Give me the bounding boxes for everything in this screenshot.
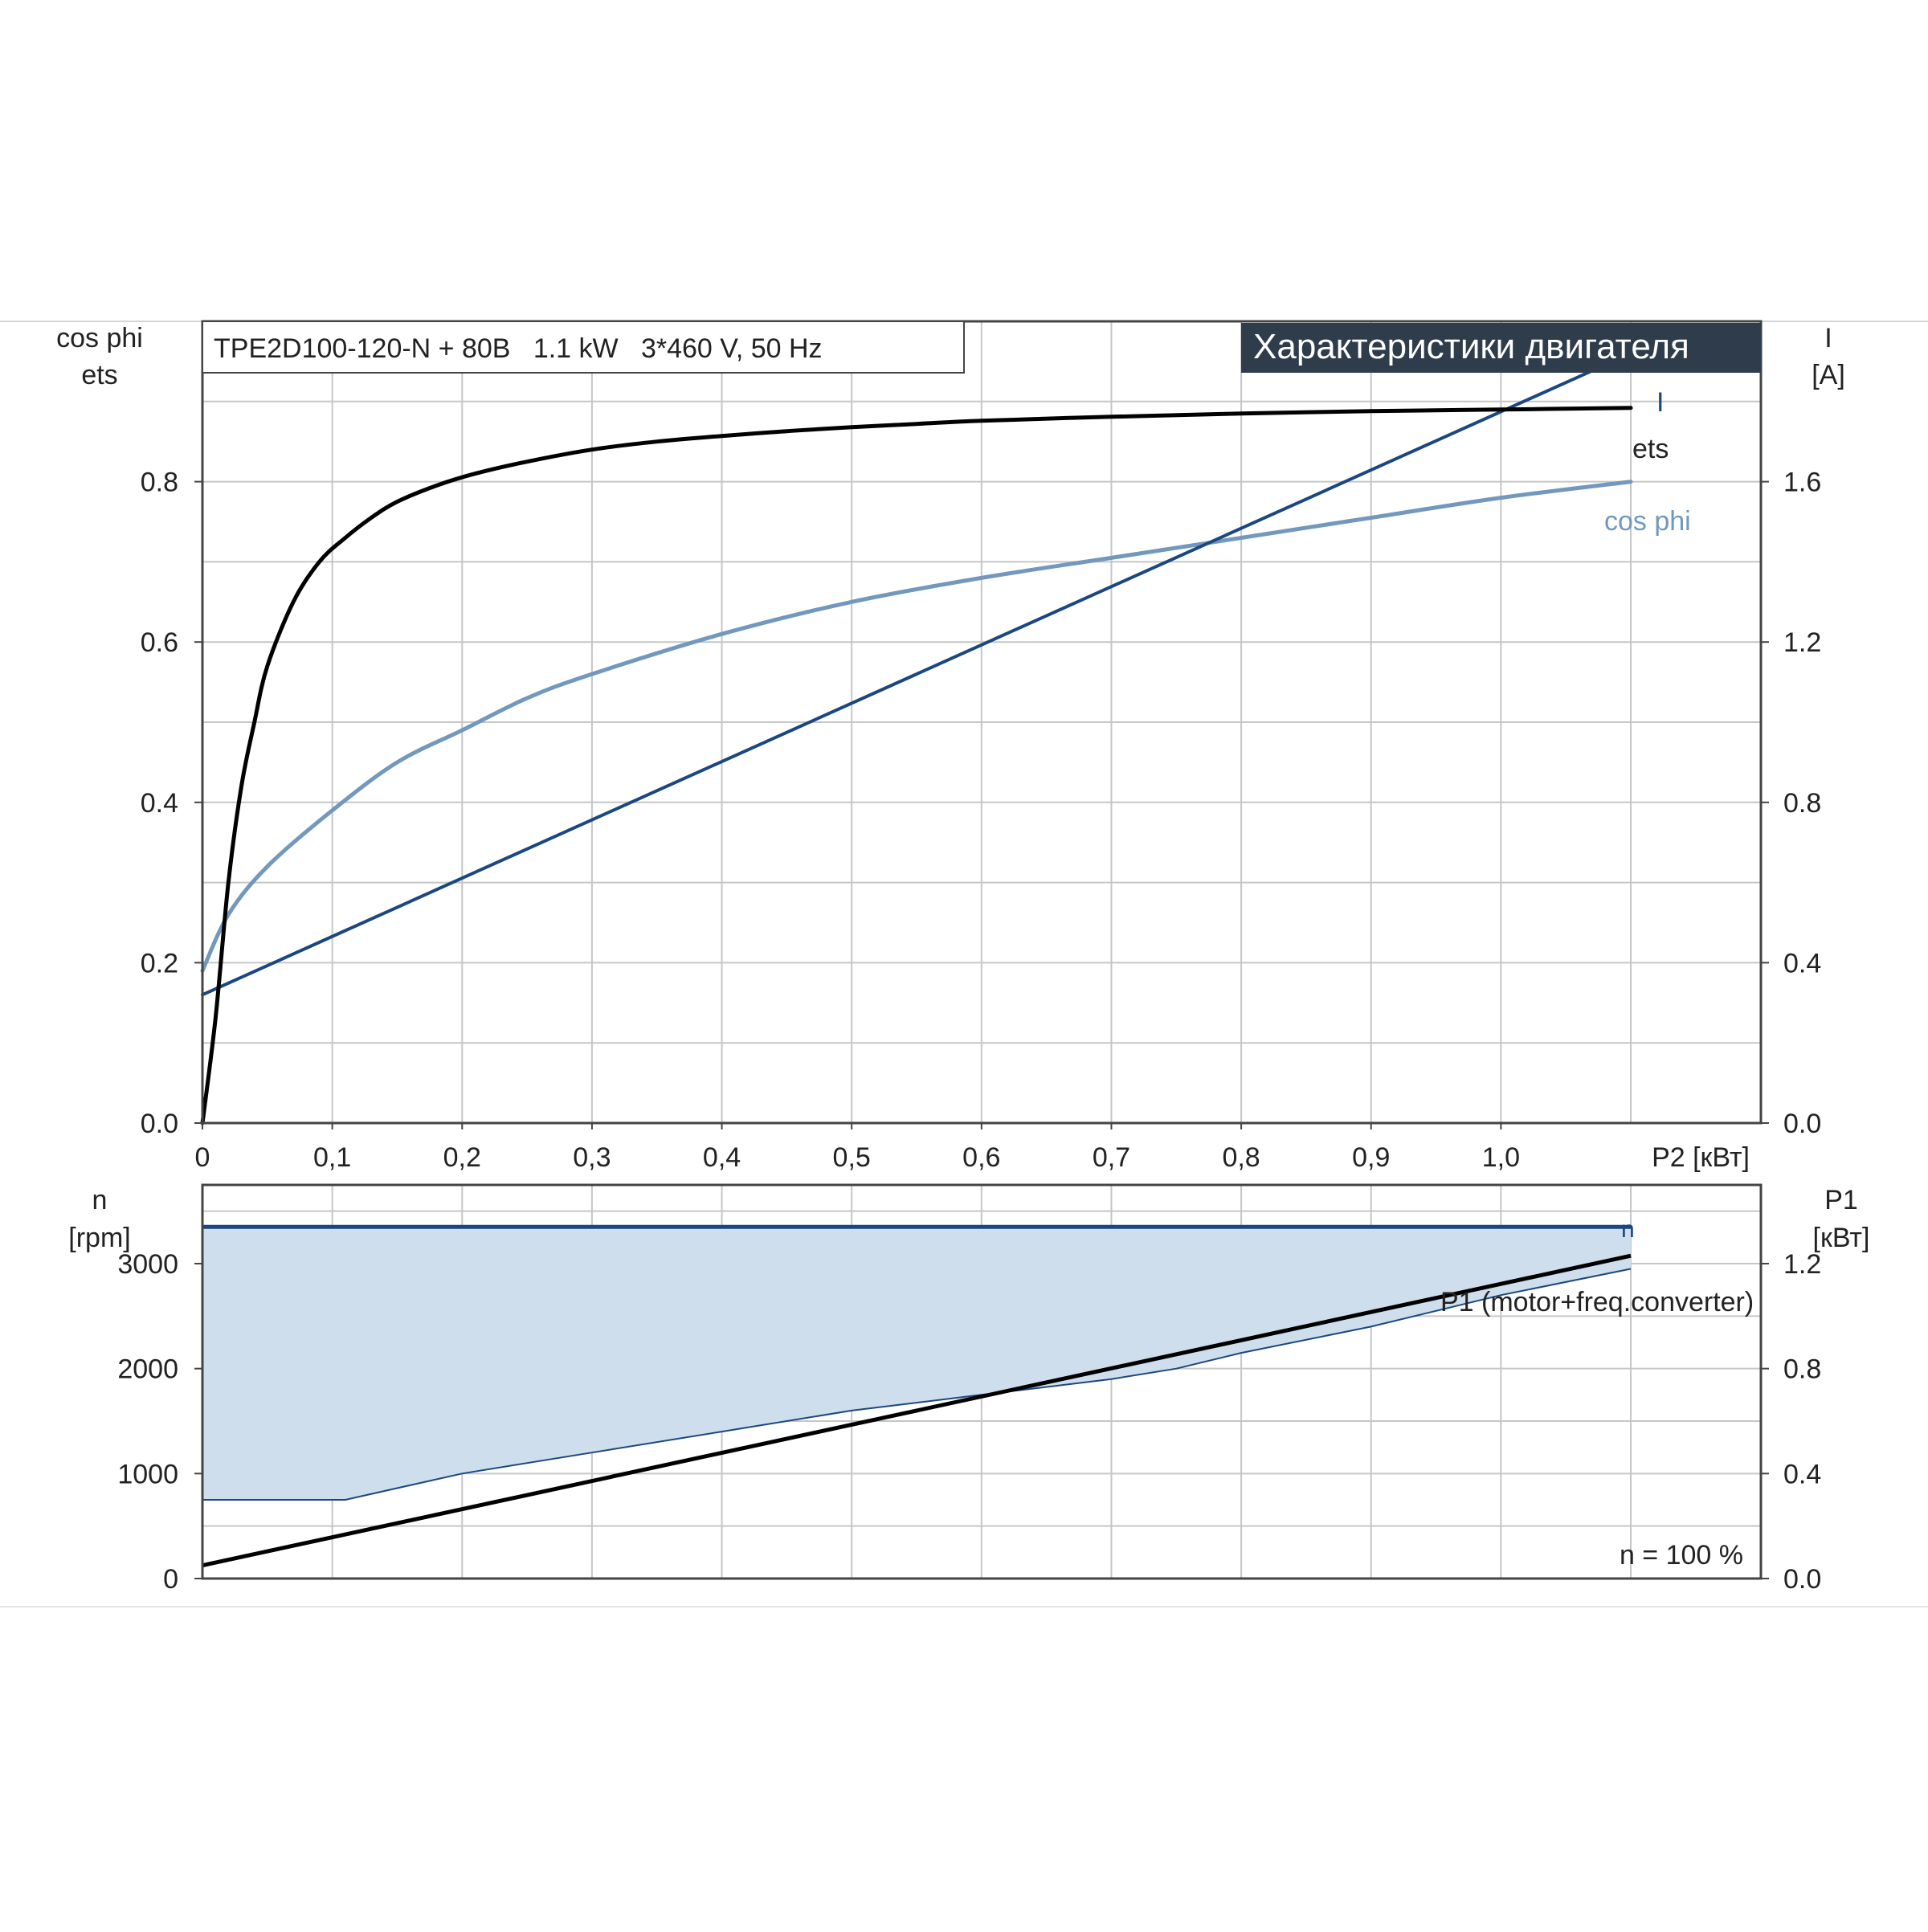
y-tick-label: 0.2 — [141, 948, 178, 978]
y2-axis-label-kw: [кВт] — [1813, 1223, 1870, 1253]
y2-tick-label-bottom: 1.2 — [1783, 1249, 1821, 1280]
series-line-cos-phi — [200, 480, 1633, 973]
chart-title: Характеристики двигателя — [1253, 327, 1689, 366]
x-tick-label: 0,5 — [833, 1142, 871, 1173]
y-tick-label-bottom: 1000 — [117, 1459, 178, 1489]
y2-tick-label-bottom: 0.4 — [1783, 1459, 1821, 1489]
y2-tick-label: 1.6 — [1783, 468, 1821, 498]
y2-tick-label-bottom: 0.0 — [1783, 1564, 1821, 1595]
y-tick-label: 0.8 — [141, 468, 178, 498]
model-label: TPE2D100-120-N + 80B 1.1 kW 3*460 V, 50 … — [214, 333, 823, 364]
x-tick-label: 0,7 — [1093, 1142, 1130, 1173]
bottom-plot-frame — [201, 1183, 1763, 1580]
y-tick-label: 0.6 — [141, 627, 178, 658]
x-tick-label: 0 — [195, 1142, 210, 1173]
x-tick-label: 0,1 — [313, 1142, 351, 1173]
y2-tick-label: 0.0 — [1783, 1109, 1821, 1139]
series-label-i: I — [1656, 387, 1664, 418]
y2-axis-label-unit: [A] — [1812, 360, 1845, 390]
series-line-p1 — [202, 1253, 1632, 1568]
series-label-n: n — [1621, 1216, 1635, 1243]
x-tick-label: 0,4 — [703, 1142, 741, 1173]
chart-title-box — [1241, 323, 1761, 373]
y-tick-label: 0.0 — [141, 1109, 178, 1139]
series-label-p1: P1 (motor+freq.converter) — [1440, 1287, 1754, 1317]
x-tick-label: 0,2 — [443, 1142, 481, 1173]
top-chart-series — [200, 351, 1633, 1125]
y-axis-label-n: n — [92, 1185, 108, 1215]
x-tick-label: 1,0 — [1482, 1142, 1520, 1173]
speed-range-area — [202, 1227, 1631, 1500]
y-axis-label-cosphi: cos phi — [56, 323, 143, 353]
y2-axis-label-p1: P1 — [1824, 1185, 1858, 1215]
y-axis-label-rpm: [rpm] — [68, 1223, 130, 1253]
y2-tick-label: 0.8 — [1783, 788, 1821, 819]
series-line-i — [201, 351, 1632, 997]
y2-tick-label: 1.2 — [1783, 627, 1821, 658]
x-tick-label: 0,3 — [573, 1142, 611, 1173]
top-chart-grid — [202, 321, 1761, 1123]
series-label-ets: ets — [1632, 434, 1669, 464]
series-line-ets — [200, 406, 1633, 1125]
y-tick-label-bottom: 3000 — [117, 1249, 178, 1280]
x-tick-label: 0,9 — [1352, 1142, 1390, 1173]
x-tick-label: 0,6 — [962, 1142, 1000, 1173]
y-tick-label-bottom: 0 — [163, 1564, 178, 1595]
y-tick-label: 0.4 — [141, 788, 178, 819]
axis-ticks: 0 0,1 0,2 0,3 0,4 0,5 0,6 0,7 0,8 0,9 1,0 0.0 0.2 0.4… — [117, 468, 1821, 1595]
model-label-box — [202, 321, 965, 374]
y2-tick-label: 0.4 — [1783, 948, 1821, 978]
x-tick-label: 0,8 — [1222, 1142, 1260, 1173]
y2-axis-label-i: I — [1824, 323, 1832, 353]
y-tick-label-bottom: 2000 — [117, 1354, 178, 1385]
y2-tick-label-bottom: 0.8 — [1783, 1354, 1821, 1385]
series-label-cosphi: cos phi — [1604, 506, 1691, 537]
bottom-chart-series — [202, 1224, 1632, 1568]
speed-annotation: n = 100 % — [1620, 1540, 1743, 1571]
y-axis-label-ets: ets — [81, 360, 117, 390]
x-axis-label: P2 [кВт] — [1652, 1142, 1750, 1173]
